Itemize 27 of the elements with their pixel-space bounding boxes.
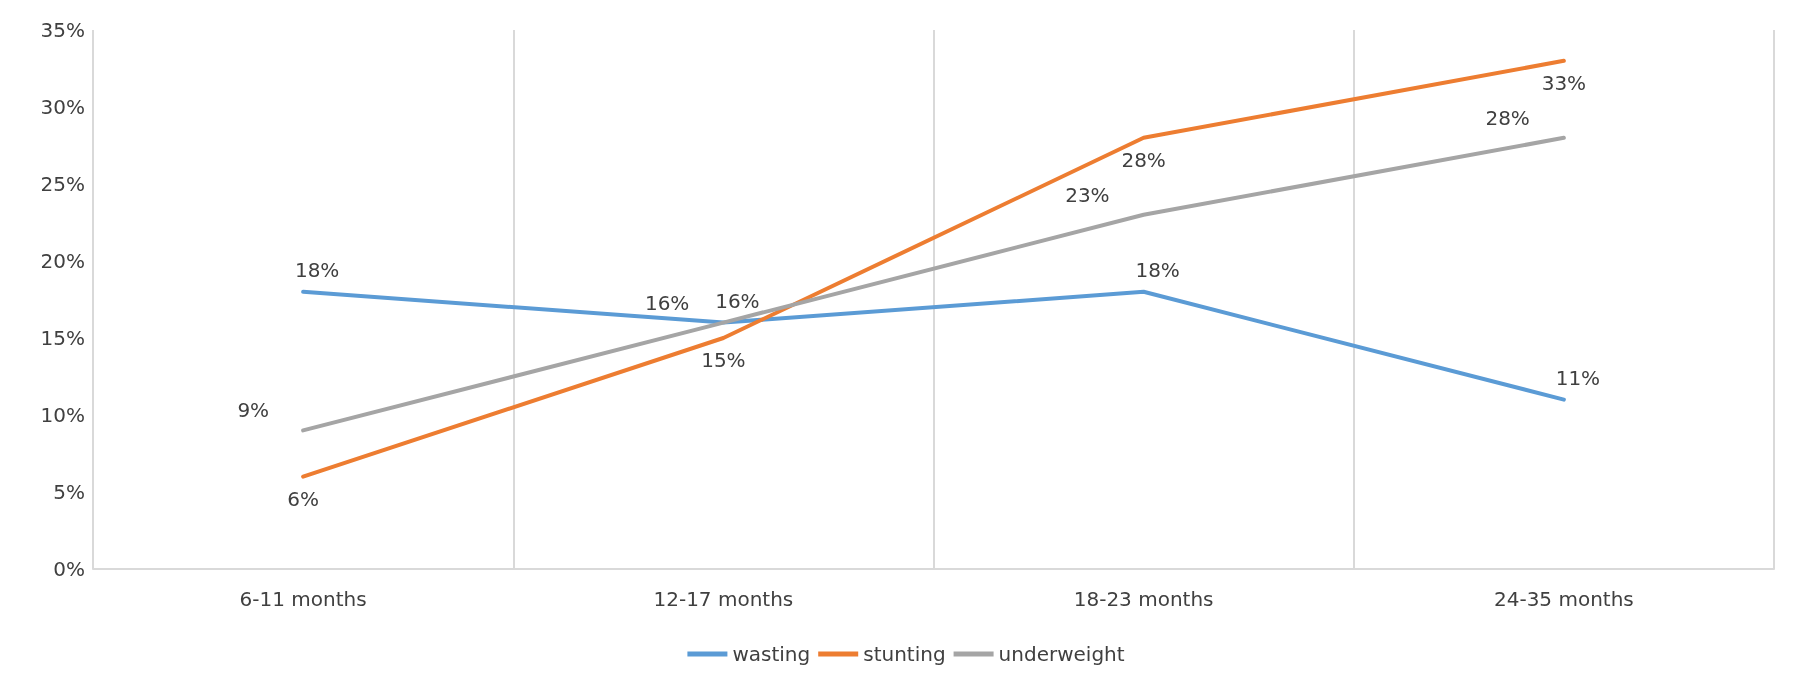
y-tick-label: 5% (53, 480, 85, 504)
y-tick-label: 30% (40, 95, 85, 119)
data-label: 15% (701, 348, 746, 372)
x-tick-label: 12-17 months (653, 587, 794, 611)
data-label: 9% (237, 398, 270, 423)
data-label: 33% (1541, 70, 1587, 95)
data-label: 18% (1135, 257, 1180, 282)
data-label: 11% (1555, 365, 1601, 390)
y-tick-label: 25% (40, 172, 85, 196)
y-tick-label: 10% (40, 403, 85, 427)
legend-label: stunting (863, 642, 946, 666)
y-tick-label: 0% (53, 557, 85, 581)
y-tick-label: 35% (40, 18, 85, 42)
x-tick-label: 6-11 months (239, 587, 367, 611)
data-label: 18% (294, 257, 340, 282)
data-label: 16% (715, 288, 760, 313)
x-tick-label: 18-23 months (1073, 587, 1214, 611)
y-tick-label: 20% (40, 249, 85, 273)
legend-label: underweight (998, 642, 1125, 666)
data-label: 28% (1485, 105, 1530, 130)
data-label: 28% (1121, 147, 1166, 172)
y-tick-label: 15% (40, 326, 85, 350)
legend-label: wasting (732, 642, 811, 666)
data-label: 6% (287, 486, 319, 511)
data-label: 16% (644, 290, 690, 315)
x-tick-label: 24-35 months (1493, 587, 1634, 611)
data-label: 23% (1065, 182, 1110, 207)
